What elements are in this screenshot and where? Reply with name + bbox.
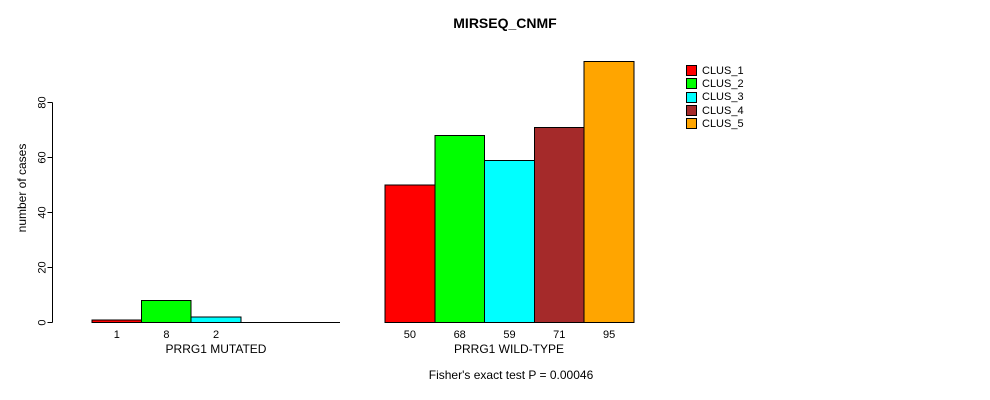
legend-item: CLUS_5 <box>686 117 744 130</box>
y-tick-label: 0 <box>36 319 48 325</box>
fisher-exact-test-note: Fisher's exact test P = 0.00046 <box>428 368 594 382</box>
legend-swatch-clus-5 <box>686 118 697 130</box>
legend-label-clus-5: CLUS_5 <box>702 117 744 130</box>
bar-clus_2-group2 <box>434 135 486 323</box>
x-group-label-wildtype: PRRG1 WILD-TYPE <box>453 342 565 356</box>
bar-value-label: 8 <box>163 329 169 341</box>
legend-swatch-clus-1 <box>686 65 697 77</box>
legend-label-clus-2: CLUS_2 <box>702 77 744 90</box>
bar-clus_4-group2 <box>533 126 585 323</box>
bar-value-label: 71 <box>553 329 565 341</box>
legend-label-clus-1: CLUS_1 <box>702 64 744 77</box>
x-group-label-mutated: PRRG1 MUTATED <box>165 342 267 356</box>
bar-clus_5-group2 <box>583 60 635 323</box>
bar-clus_1-group2 <box>384 184 436 323</box>
legend-item: CLUS_1 <box>686 64 744 77</box>
y-tick-label: 20 <box>36 261 48 273</box>
bar-value-label: 95 <box>603 329 615 341</box>
legend-item: CLUS_2 <box>686 77 744 90</box>
legend-label-clus-3: CLUS_3 <box>702 91 744 104</box>
legend-item: CLUS_3 <box>686 91 744 104</box>
bar-value-label: 2 <box>213 329 219 341</box>
bar-value-label: 50 <box>404 329 416 341</box>
bar-value-label: 1 <box>114 329 120 341</box>
legend-swatch-clus-4 <box>686 105 697 117</box>
y-tick-label: 60 <box>36 151 48 163</box>
legend-swatch-clus-3 <box>686 91 697 103</box>
bar-clus_1-group1 <box>91 319 143 323</box>
chart-title: MIRSEQ_CNMF <box>453 15 557 31</box>
bar-clus_3-group1 <box>190 316 242 323</box>
legend-label-clus-4: CLUS_4 <box>702 104 744 117</box>
legend-swatch-clus-2 <box>686 78 697 90</box>
y-tick-label: 40 <box>36 206 48 218</box>
bar-clus_3-group2 <box>484 159 535 323</box>
legend-item: CLUS_4 <box>686 104 744 117</box>
bar-value-label: 59 <box>503 329 515 341</box>
legend: CLUS_1 CLUS_2 CLUS_3 CLUS_4 CLUS_5 <box>686 64 744 130</box>
bar-clus_2-group1 <box>141 300 192 323</box>
y-tick-label: 80 <box>36 96 48 108</box>
bar-value-label: 68 <box>454 329 466 341</box>
